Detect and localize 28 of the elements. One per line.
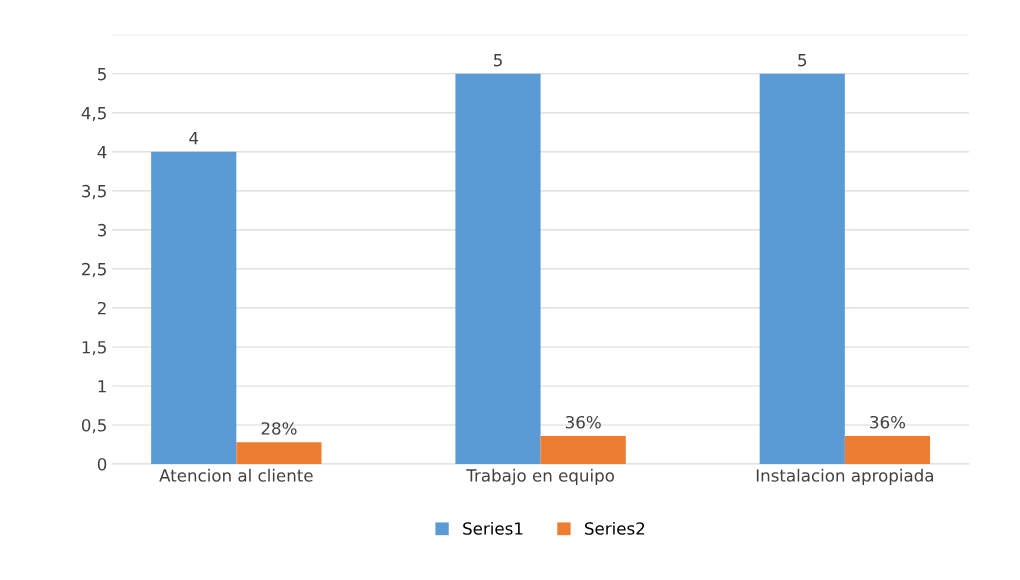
- data-label: 5: [798, 54, 807, 67]
- bar: [540, 435, 626, 464]
- y-tick-label: 1,5: [82, 341, 106, 356]
- legend-label: Series2: [585, 521, 645, 535]
- y-tick-label: 3: [98, 223, 106, 237]
- y-tick-label: 1: [98, 380, 106, 393]
- legend-label: Series1: [463, 521, 523, 535]
- bar: [844, 435, 931, 464]
- bar: [236, 442, 322, 464]
- data-label: 5: [493, 54, 502, 67]
- bar: [151, 151, 237, 464]
- data-label: 36%: [870, 415, 906, 429]
- y-tick-label: 4: [97, 146, 107, 159]
- y-tick-label: 2,5: [82, 262, 106, 278]
- x-tick-label: Instalacion apropiada: [756, 468, 933, 485]
- y-tick-label: 5: [98, 68, 106, 81]
- x-tick-label: Atencion al cliente: [159, 468, 313, 482]
- data-label: 4: [189, 132, 199, 145]
- bar: [759, 73, 845, 464]
- y-tick-label: 2: [97, 301, 106, 315]
- y-tick-label: 4,5: [81, 107, 106, 122]
- x-tick-label: Trabajo en equipo: [466, 468, 614, 485]
- y-tick-label: 3,5: [82, 184, 106, 200]
- data-label: 36%: [565, 415, 601, 429]
- y-tick-label: 0: [97, 457, 107, 471]
- bar: [455, 73, 541, 464]
- data-label: 28%: [261, 422, 297, 435]
- y-tick-label: 0,5: [81, 418, 106, 434]
